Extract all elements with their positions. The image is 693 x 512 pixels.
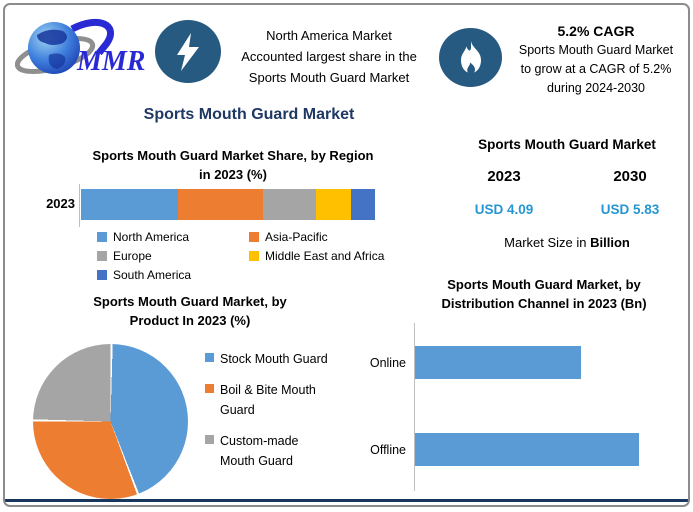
- cagr-line-3: during 2024-2030: [547, 81, 645, 95]
- legend-item-south-america: South America: [97, 266, 245, 284]
- mmr-logo: MMR: [15, 18, 145, 77]
- product-chart-title: Sports Mouth Guard Market, by Product In…: [93, 294, 287, 328]
- bottom-accent-bar: [5, 499, 688, 502]
- header-highlight-text: North America Market Accounted largest s…: [221, 25, 437, 88]
- legend-marker-south-america: [97, 270, 107, 280]
- header-cagr-text: 5.2% CAGR Sports Mouth Guard Market to g…: [501, 21, 688, 98]
- legend-item-boil-bite: Boil & Bite Mouth Guard: [205, 380, 332, 420]
- year-2030: 2030: [613, 168, 647, 185]
- segment-europe: [263, 189, 317, 220]
- page-title: Sports Mouth Guard Market: [143, 106, 355, 123]
- distribution-row-offline: Offline: [350, 433, 649, 466]
- legend-item-asia-pacific: Asia-Pacific: [249, 228, 419, 246]
- highlight-line-1: North America Market: [266, 28, 392, 43]
- legend-item-north-america: North America: [97, 228, 245, 246]
- market-size-caption: Market Size in Billion: [504, 235, 630, 250]
- legend-marker-europe: [97, 251, 107, 261]
- market-size-panel: Sports Mouth Guard Market 2023 2030 USD …: [441, 137, 688, 250]
- cagr-line-2: to grow at a CAGR of 5.2%: [520, 62, 672, 76]
- distribution-row-online: Online: [350, 346, 649, 379]
- legend-marker-north-america: [97, 232, 107, 242]
- online-bar-track: [415, 346, 649, 379]
- label-offline: Offline: [370, 442, 406, 457]
- label-online: Online: [369, 355, 406, 370]
- infographic-frame: MMR North America Market Accounted large…: [3, 3, 690, 507]
- segment-north-america: [81, 189, 179, 220]
- region-axis-label-2023: 2023: [46, 196, 75, 211]
- region-legend: North America Asia-Pacific Europe Middle…: [97, 228, 419, 284]
- cagr-line-1: Sports Mouth Guard Market: [518, 43, 674, 57]
- legend-item-middle-east-africa: Middle East and Africa: [249, 247, 419, 265]
- product-pie: [33, 344, 188, 499]
- lightning-icon: [155, 20, 221, 83]
- highlight-line-3: Sports Mouth Guard Market: [248, 70, 410, 85]
- year-2023: 2023: [487, 168, 521, 185]
- logo-text: MMR: [76, 46, 145, 77]
- legend-marker-asia-pacific: [249, 232, 259, 242]
- segment-middle-east-africa: [316, 189, 352, 220]
- legend-item-stock: Stock Mouth Guard: [205, 349, 332, 369]
- legend-marker-stock: [205, 353, 214, 362]
- region-chart-title: Sports Mouth Guard Market Share, by Regi…: [92, 148, 374, 182]
- legend-marker-middle-east-africa: [249, 251, 259, 261]
- cagr-headline: 5.2% CAGR: [557, 23, 635, 39]
- offline-bar: [415, 433, 640, 466]
- value-2030: USD 5.83: [600, 202, 660, 217]
- legend-item-europe: Europe: [97, 247, 245, 265]
- distribution-y-axis: [414, 323, 415, 491]
- market-size-values: USD 4.09 USD 5.83: [441, 202, 688, 217]
- offline-bar-track: [415, 433, 649, 466]
- legend-item-custom-made: Custom-made Mouth Guard: [205, 431, 332, 471]
- market-size-title: Sports Mouth Guard Market: [478, 137, 656, 152]
- region-stacked-bar: [81, 189, 375, 220]
- logo-swoosh-blue: [70, 18, 115, 56]
- flame-icon: [439, 28, 502, 87]
- product-legend: Stock Mouth Guard Boil & Bite Mouth Guar…: [205, 349, 332, 471]
- segment-asia-pacific: [178, 189, 264, 220]
- market-size-years: 2023 2030: [441, 168, 688, 185]
- legend-marker-custom-made: [205, 435, 214, 444]
- distribution-chart-title: Sports Mouth Guard Market, by Distributi…: [441, 277, 647, 311]
- online-bar: [415, 346, 581, 379]
- value-2023: USD 4.09: [474, 202, 534, 217]
- region-y-axis: [79, 184, 80, 227]
- legend-marker-boil-bite: [205, 384, 214, 393]
- highlight-line-2: Accounted largest share in the: [241, 49, 417, 64]
- segment-south-america: [351, 189, 375, 220]
